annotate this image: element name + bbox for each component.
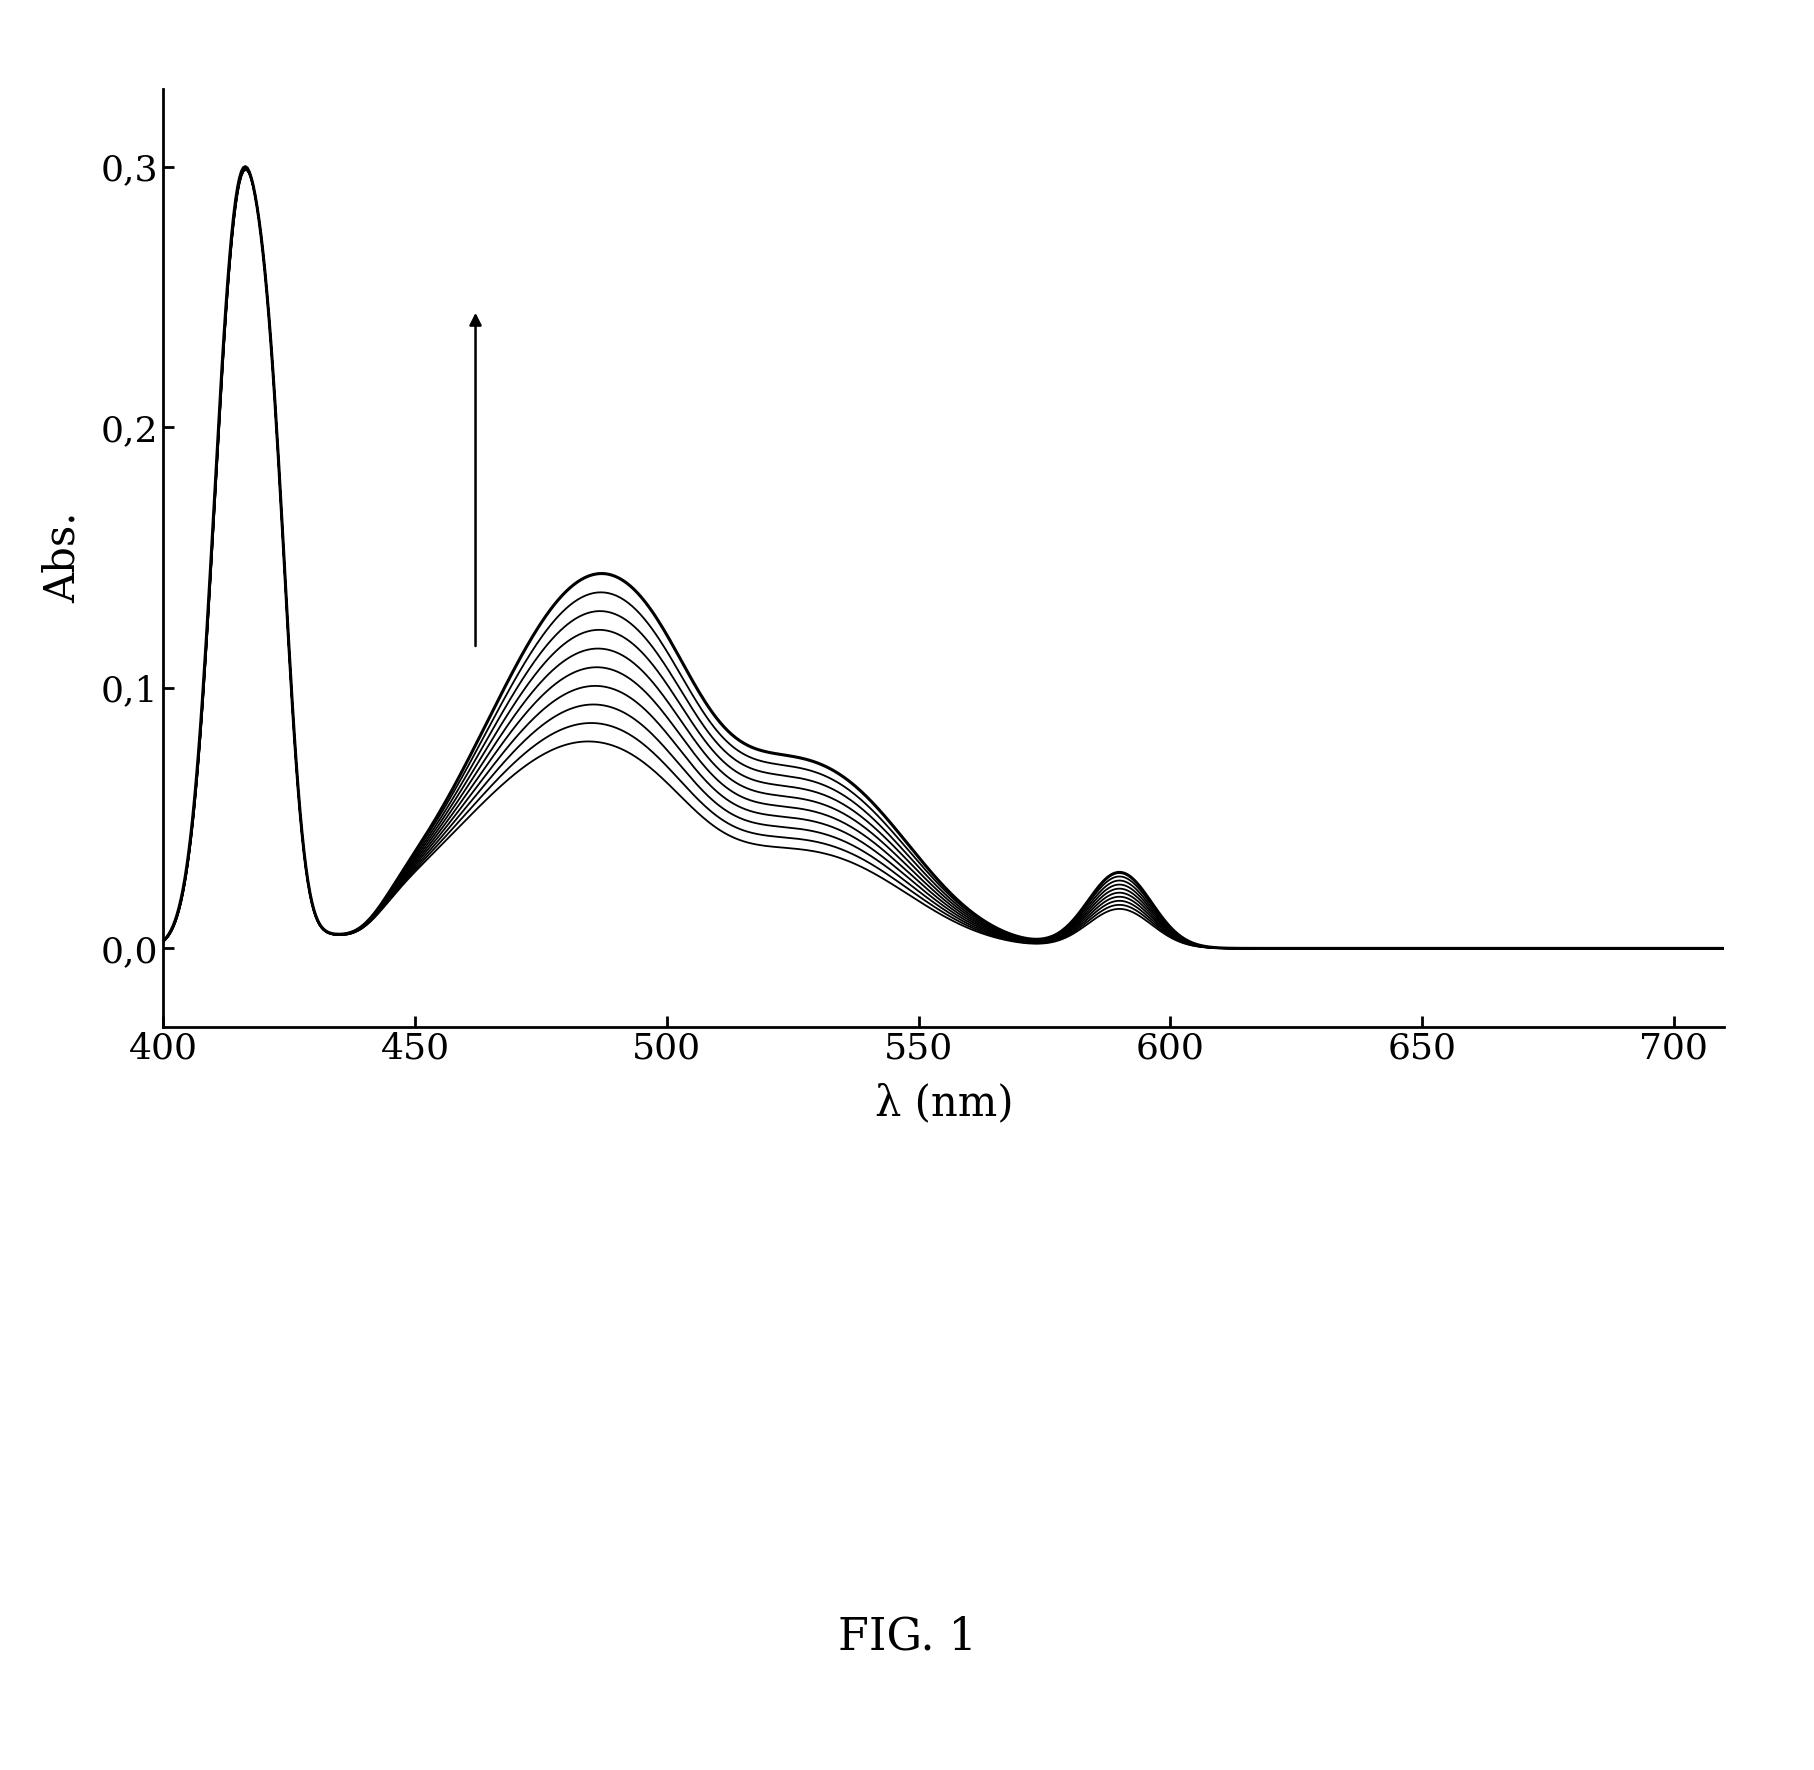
Text: FIG. 1: FIG. 1: [838, 1616, 976, 1658]
Y-axis label: Abs.: Abs.: [42, 512, 83, 604]
X-axis label: λ (nm): λ (nm): [874, 1081, 1012, 1124]
